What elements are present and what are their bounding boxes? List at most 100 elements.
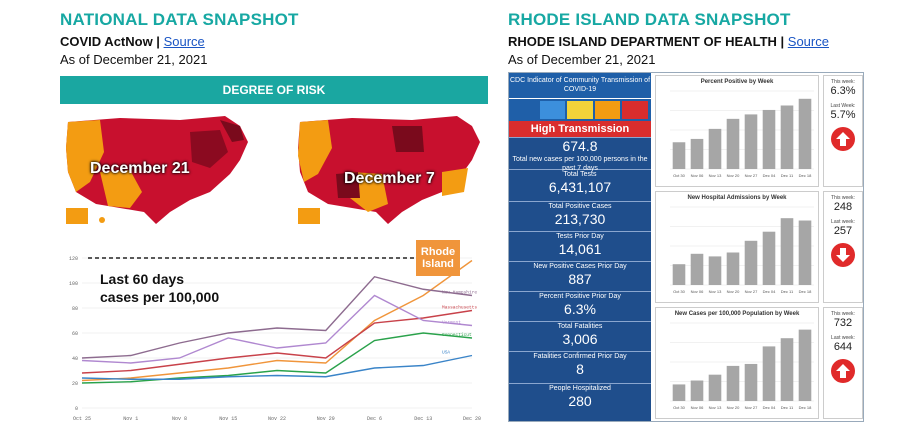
y-tick-label: 60 (72, 331, 78, 337)
bar (762, 109, 776, 169)
bar-category-label: Dec 18 (799, 405, 812, 410)
us-map-graphic (298, 116, 480, 224)
series-line (81, 275, 473, 359)
stat-block: People Hospitalized 280 (509, 383, 651, 421)
stat-label: Tests Prior Day (556, 233, 604, 240)
bar (798, 98, 812, 169)
bar-category-label: Dec 04 (763, 405, 776, 410)
x-tick-label: Dec 20 (463, 416, 481, 422)
x-tick-label: Dec 6 (367, 416, 382, 422)
this-week-value: 6.3% (830, 85, 856, 97)
transmission-level: High Transmission (509, 121, 651, 137)
ri-subtitle: RHODE ISLAND DEPARTMENT OF HEALTH | Sour… (508, 34, 868, 49)
stat-label: Fatalities Confirmed Prior Day (533, 353, 627, 360)
bar-category-label: Dec 18 (799, 173, 812, 178)
stat-value: 6.3% (564, 301, 596, 317)
mini-chart-svg: Oct 30 Nov 06 Nov 13 Nov 20 Nov 27 Dec 04 Dec … (670, 322, 814, 410)
series-label: Connecticut (442, 332, 472, 338)
week-compare-box: This week: 732 Last week: 644 (823, 307, 863, 419)
bar (744, 114, 758, 169)
this-week-value: 248 (833, 201, 853, 213)
x-tick-label: Nov 15 (219, 416, 237, 422)
series-label: New Hampshire (442, 290, 477, 296)
this-week-value: 732 (833, 317, 853, 329)
stat-value: 887 (568, 271, 592, 287)
ri-date: As of December 21, 2021 (508, 52, 656, 67)
bar-category-label: Nov 20 (727, 289, 740, 294)
mini-chart-svg: Oct 30 Nov 06 Nov 13 Nov 20 Nov 27 Dec 04 Dec … (670, 206, 814, 294)
bar-category-label: Nov 20 (727, 405, 740, 410)
x-tick-label: Nov 8 (172, 416, 187, 422)
bar-category-label: Dec 11 (781, 289, 794, 294)
national-subtitle-text: COVID ActNow | (60, 34, 160, 49)
rhode-island-tag: Rhode Island (416, 240, 460, 276)
stat-value: 3,006 (562, 331, 598, 347)
stat-label: Total Tests (563, 171, 597, 178)
bar-category-label: Oct 30 (673, 289, 686, 294)
series-label: Vermont (442, 320, 461, 326)
national-title: NATIONAL DATA SNAPSHOT (60, 10, 299, 29)
national-source-link[interactable]: Source (163, 34, 205, 49)
bar (780, 338, 794, 401)
stat-block: Total Positive Cases 213,730 (509, 201, 651, 231)
bar (780, 218, 794, 285)
bar-category-label: Dec 04 (763, 173, 776, 178)
bar (672, 264, 686, 285)
map-label-dec7: December 7 (344, 170, 435, 187)
bar (762, 346, 776, 401)
bar (798, 220, 812, 285)
last-week-value: 5.7% (830, 109, 856, 121)
stat-value: 8 (576, 361, 584, 377)
bar (726, 118, 740, 169)
ri-dashboard-panel: CDC Indicator of Community Transmission … (508, 72, 864, 422)
stat-label: Total Fatalities (557, 323, 603, 330)
ri-stats-column: CDC Indicator of Community Transmission … (509, 73, 651, 421)
x-tick-label: Nov 22 (268, 416, 286, 422)
bar (744, 240, 758, 285)
stat-block: 674.8 Total new cases per 100,000 persons… (509, 137, 651, 172)
bar (672, 384, 686, 401)
mini-chart-svg: Oct 30 Nov 06 Nov 13 Nov 20 Nov 27 Dec 04 Dec … (670, 90, 814, 178)
stat-label: Total new cases per 100,000 persons in t… (512, 156, 648, 172)
bar-category-label: Dec 11 (781, 173, 794, 178)
stat-label: Percent Positive Prior Day (539, 293, 621, 300)
rhode-island-section: RHODE ISLAND DATA SNAPSHOT RHODE ISLAND … (508, 10, 868, 422)
stat-block: Tests Prior Day 14,061 (509, 231, 651, 261)
series-line (81, 309, 473, 374)
week-compare-box: This week: 6.3% Last Week: 5.7% (823, 75, 863, 187)
stat-value: 14,061 (558, 241, 602, 257)
last-week-value: 644 (833, 341, 853, 353)
bar (726, 365, 740, 401)
last-week-label: Last week: (831, 219, 855, 225)
bar-category-label: Nov 13 (709, 173, 722, 178)
arrow-up-icon (831, 359, 855, 383)
x-tick-label: Dec 13 (414, 416, 432, 422)
chart-annotation: Last 60 days cases per 100,000 (100, 270, 219, 306)
ri-source-link[interactable]: Source (787, 34, 829, 49)
cases-line-chart: 0 20 40 60 80 100 120 Oct 25 Nov 1 Nov 8 Nov 15 Nov… (60, 238, 490, 422)
stat-label: People Hospitalized (549, 385, 611, 392)
bar-category-label: Dec 04 (763, 289, 776, 294)
y-tick-label: 120 (69, 256, 78, 262)
bar-category-label: Nov 06 (691, 405, 704, 410)
bar (708, 128, 722, 169)
bar (798, 329, 812, 401)
bar (744, 363, 758, 401)
series-label: USA (442, 350, 450, 356)
ri-subtitle-text: RHODE ISLAND DEPARTMENT OF HEALTH | (508, 34, 785, 49)
us-map-graphic (66, 116, 248, 224)
bar (672, 142, 686, 169)
ri-title: RHODE ISLAND DATA SNAPSHOT (508, 10, 791, 29)
ri-tag-line1: Rhode (420, 246, 456, 258)
last-week-value: 257 (833, 225, 853, 237)
legend-box-high (622, 101, 648, 119)
y-tick-label: 20 (72, 381, 78, 387)
arrow-down-icon (831, 243, 855, 267)
stat-value: 213,730 (554, 211, 606, 227)
last-week-label: Last week: (831, 335, 855, 341)
x-tick-label: Oct 25 (73, 416, 91, 422)
x-tick-label: Nov 29 (317, 416, 335, 422)
stat-value: 674.8 (562, 138, 598, 154)
bar (780, 105, 794, 169)
y-tick-label: 80 (72, 306, 78, 312)
